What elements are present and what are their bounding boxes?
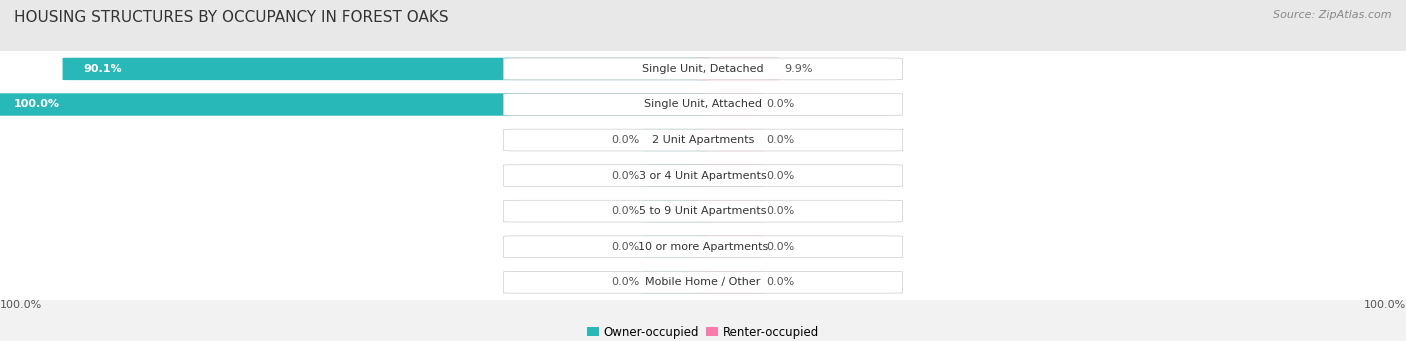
Text: 0.0%: 0.0% bbox=[766, 170, 794, 181]
Text: 10 or more Apartments: 10 or more Apartments bbox=[638, 242, 768, 252]
FancyBboxPatch shape bbox=[643, 164, 707, 187]
FancyBboxPatch shape bbox=[699, 129, 763, 151]
Text: 0.0%: 0.0% bbox=[766, 100, 794, 109]
Text: 100.0%: 100.0% bbox=[0, 300, 42, 310]
FancyBboxPatch shape bbox=[503, 236, 903, 258]
Text: 100.0%: 100.0% bbox=[1364, 300, 1406, 310]
Text: 100.0%: 100.0% bbox=[14, 100, 60, 109]
FancyBboxPatch shape bbox=[643, 129, 707, 151]
Text: Single Unit, Detached: Single Unit, Detached bbox=[643, 64, 763, 74]
FancyBboxPatch shape bbox=[503, 93, 903, 115]
Text: 0.0%: 0.0% bbox=[766, 242, 794, 252]
Text: 90.1%: 90.1% bbox=[84, 64, 122, 74]
Text: Single Unit, Attached: Single Unit, Attached bbox=[644, 100, 762, 109]
FancyBboxPatch shape bbox=[503, 165, 903, 187]
Text: 0.0%: 0.0% bbox=[612, 206, 640, 216]
Text: 0.0%: 0.0% bbox=[766, 277, 794, 287]
Text: 0.0%: 0.0% bbox=[612, 170, 640, 181]
Text: 0.0%: 0.0% bbox=[612, 277, 640, 287]
FancyBboxPatch shape bbox=[503, 200, 903, 222]
Text: 0.0%: 0.0% bbox=[766, 135, 794, 145]
FancyBboxPatch shape bbox=[643, 200, 707, 222]
FancyBboxPatch shape bbox=[503, 129, 903, 151]
FancyBboxPatch shape bbox=[699, 200, 763, 222]
Text: 9.9%: 9.9% bbox=[785, 64, 813, 74]
Text: 0.0%: 0.0% bbox=[766, 206, 794, 216]
Text: 0.0%: 0.0% bbox=[612, 135, 640, 145]
Text: 0.0%: 0.0% bbox=[612, 242, 640, 252]
Text: Source: ZipAtlas.com: Source: ZipAtlas.com bbox=[1274, 10, 1392, 20]
FancyBboxPatch shape bbox=[643, 236, 707, 258]
FancyBboxPatch shape bbox=[699, 271, 763, 293]
FancyBboxPatch shape bbox=[696, 58, 779, 80]
FancyBboxPatch shape bbox=[0, 93, 710, 116]
FancyBboxPatch shape bbox=[699, 236, 763, 258]
Text: HOUSING STRUCTURES BY OCCUPANCY IN FOREST OAKS: HOUSING STRUCTURES BY OCCUPANCY IN FORES… bbox=[14, 10, 449, 25]
Text: 2 Unit Apartments: 2 Unit Apartments bbox=[652, 135, 754, 145]
FancyBboxPatch shape bbox=[503, 271, 903, 293]
FancyBboxPatch shape bbox=[699, 164, 763, 187]
FancyBboxPatch shape bbox=[643, 271, 707, 293]
Text: Mobile Home / Other: Mobile Home / Other bbox=[645, 277, 761, 287]
Legend: Owner-occupied, Renter-occupied: Owner-occupied, Renter-occupied bbox=[588, 326, 818, 339]
FancyBboxPatch shape bbox=[63, 58, 710, 80]
FancyBboxPatch shape bbox=[699, 93, 763, 116]
FancyBboxPatch shape bbox=[503, 58, 903, 80]
Text: 5 to 9 Unit Apartments: 5 to 9 Unit Apartments bbox=[640, 206, 766, 216]
Text: 3 or 4 Unit Apartments: 3 or 4 Unit Apartments bbox=[640, 170, 766, 181]
